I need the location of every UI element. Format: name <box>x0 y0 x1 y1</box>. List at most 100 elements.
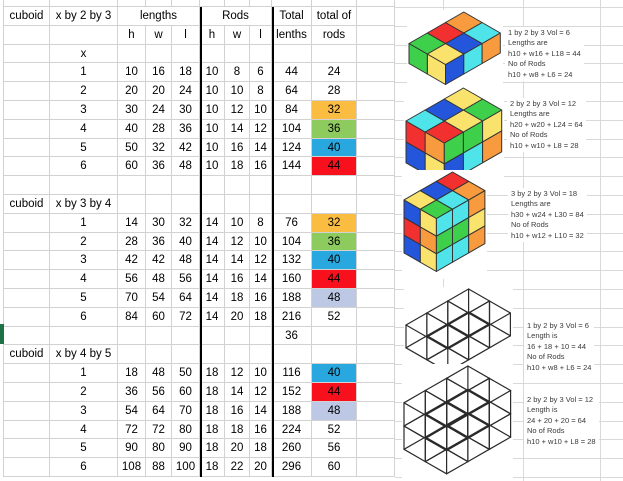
cell[interactable] <box>200 44 225 64</box>
cell[interactable] <box>357 232 395 252</box>
cell-length-w[interactable]: 80 <box>146 439 172 459</box>
cell[interactable] <box>3 420 50 440</box>
cell-rod-w[interactable]: 16 <box>225 270 250 289</box>
cell-rod-w[interactable]: 22 <box>225 458 250 477</box>
cell[interactable] <box>3 251 50 271</box>
cell-length-h[interactable]: 72 <box>118 420 146 440</box>
header-lenths[interactable]: lenths <box>272 25 312 45</box>
cell-rod-h[interactable]: 10 <box>200 157 225 177</box>
cell[interactable] <box>50 0 118 7</box>
cell-length-w[interactable]: 36 <box>146 232 172 252</box>
cell[interactable] <box>172 176 200 195</box>
cell-n[interactable]: 3 <box>50 100 118 120</box>
cell[interactable] <box>3 0 50 7</box>
cuboid-figure-2[interactable] <box>404 86 504 192</box>
cell[interactable] <box>3 82 50 101</box>
cell[interactable] <box>312 0 357 7</box>
cell[interactable] <box>50 326 118 346</box>
cell[interactable] <box>118 0 146 7</box>
cell-rod-l[interactable]: 12 <box>250 382 272 402</box>
cell-total-rods[interactable]: 44 <box>312 157 357 177</box>
cell-rod-l[interactable]: 12 <box>250 251 272 271</box>
cell-rod-h[interactable]: 10 <box>200 100 225 120</box>
cell[interactable] <box>3 401 50 421</box>
cell-rod-h[interactable]: 10 <box>200 63 225 83</box>
cell[interactable] <box>357 176 395 195</box>
cell-total-lengths[interactable]: 104 <box>272 232 312 252</box>
cell-total-lengths[interactable]: 44 <box>272 63 312 83</box>
cell[interactable] <box>250 194 272 214</box>
header-l[interactable]: l <box>250 25 272 45</box>
cell-rod-l[interactable]: 8 <box>250 82 272 101</box>
figure-caption[interactable]: 1 by 2 by 3 Vol = 6 Length is 16 + 18 + 10… <box>524 320 595 375</box>
cell[interactable] <box>272 345 312 365</box>
cell[interactable] <box>146 0 172 7</box>
cell-rod-w[interactable]: 14 <box>225 382 250 402</box>
cell-length-w[interactable]: 48 <box>146 270 172 289</box>
cell[interactable] <box>357 345 395 365</box>
cell-total-lengths[interactable]: 116 <box>272 364 312 383</box>
cell[interactable] <box>225 0 250 7</box>
cell-length-l[interactable]: 100 <box>172 458 200 477</box>
cell[interactable] <box>146 194 172 214</box>
cell-total-rods[interactable]: 52 <box>312 420 357 440</box>
cell-n[interactable]: 3 <box>50 251 118 271</box>
header-l[interactable]: l <box>172 25 200 45</box>
cell[interactable] <box>172 44 200 64</box>
cell-rod-w[interactable]: 14 <box>225 251 250 271</box>
header-cuboid[interactable]: cuboid <box>3 194 50 214</box>
cell[interactable] <box>357 7 395 26</box>
cell-length-h[interactable]: 84 <box>118 307 146 327</box>
cell[interactable] <box>312 44 357 64</box>
cell[interactable] <box>146 44 172 64</box>
cell-rod-h[interactable]: 18 <box>200 420 225 440</box>
cell[interactable] <box>357 44 395 64</box>
cell-total-rods[interactable]: 48 <box>312 401 357 421</box>
cell-x[interactable]: x <box>50 44 118 64</box>
cell[interactable] <box>250 176 272 195</box>
cell-length-h[interactable]: 50 <box>118 138 146 158</box>
cell[interactable] <box>225 345 250 365</box>
header-cuboid[interactable]: cuboid <box>3 7 50 26</box>
header-rods-sub[interactable]: rods <box>312 25 357 45</box>
cell-total-rods[interactable]: 28 <box>312 82 357 101</box>
cell[interactable] <box>357 157 395 177</box>
cell-n[interactable]: 3 <box>50 401 118 421</box>
cell-total-lengths[interactable]: 160 <box>272 270 312 289</box>
cell[interactable] <box>357 382 395 402</box>
cell[interactable] <box>118 194 146 214</box>
cell-rod-l[interactable]: 8 <box>250 213 272 233</box>
cuboid-figure-3[interactable] <box>402 170 487 279</box>
cell-rod-l[interactable]: 10 <box>250 364 272 383</box>
cell[interactable] <box>272 44 312 64</box>
cell-total-lengths[interactable]: 84 <box>272 100 312 120</box>
cell[interactable] <box>357 364 395 383</box>
cell-rod-l[interactable]: 12 <box>250 119 272 139</box>
figure-caption[interactable]: 3 by 2 by 3 Vol = 18 Lengths are h30 + w24… <box>508 188 587 243</box>
cell-length-l[interactable]: 40 <box>172 232 200 252</box>
header-total-of[interactable]: total of <box>312 7 357 26</box>
cell[interactable] <box>357 63 395 83</box>
header-total[interactable]: Total <box>272 7 312 26</box>
cell[interactable] <box>3 439 50 459</box>
cell-total-lengths[interactable]: 224 <box>272 420 312 440</box>
cell-length-w[interactable]: 36 <box>146 157 172 177</box>
cell-n[interactable]: 6 <box>50 307 118 327</box>
cell-length-h[interactable]: 30 <box>118 100 146 120</box>
cell-rod-h[interactable]: 10 <box>200 119 225 139</box>
cell-total-lengths[interactable]: 104 <box>272 119 312 139</box>
cell-length-h[interactable]: 108 <box>118 458 146 477</box>
cell-rod-w[interactable]: 12 <box>225 232 250 252</box>
cell-length-w[interactable]: 56 <box>146 382 172 402</box>
cell[interactable] <box>3 100 50 120</box>
cell-length-l[interactable]: 90 <box>172 439 200 459</box>
cell-length-w[interactable]: 32 <box>146 138 172 158</box>
cell-total-lengths[interactable]: 144 <box>272 157 312 177</box>
cell-rod-l[interactable]: 6 <box>250 63 272 83</box>
cell[interactable] <box>3 382 50 402</box>
cell[interactable] <box>172 0 200 7</box>
cell[interactable] <box>272 176 312 195</box>
cell-length-l[interactable]: 24 <box>172 82 200 101</box>
header-formula[interactable]: x by 3 by 4 <box>50 194 118 214</box>
cell[interactable] <box>225 194 250 214</box>
